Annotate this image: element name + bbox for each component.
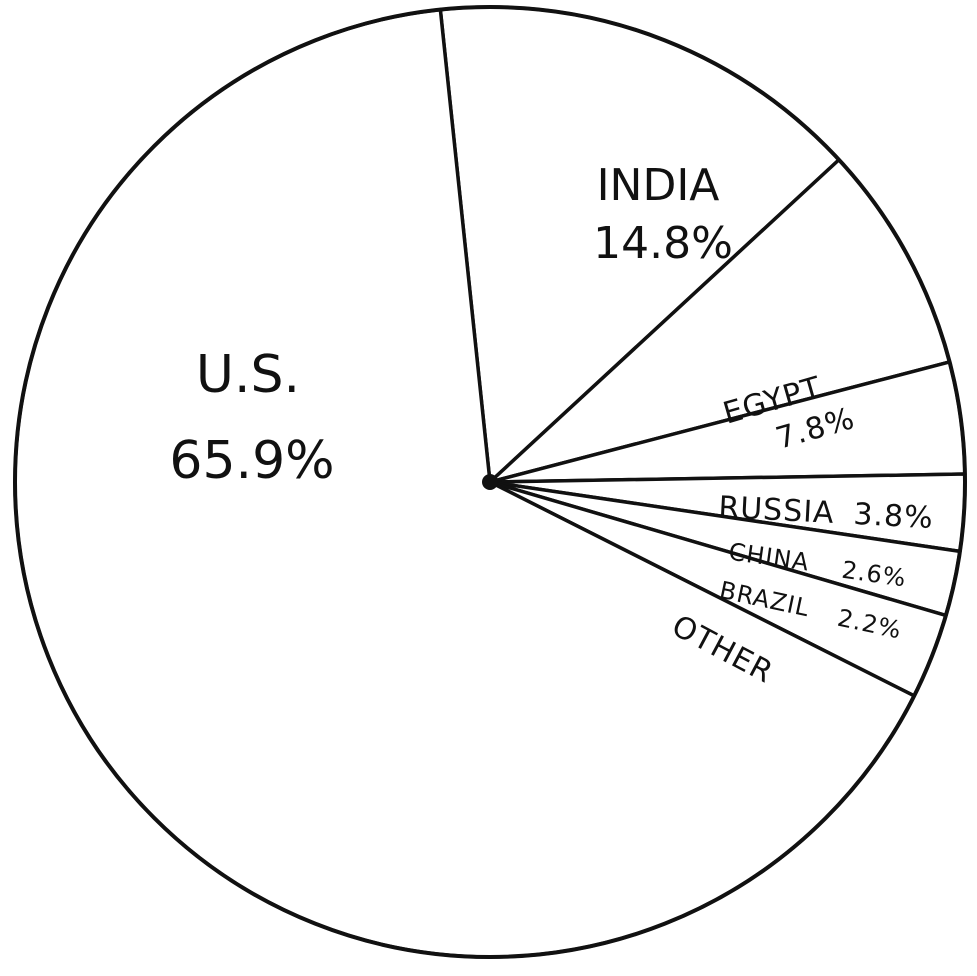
slice-label-india: INDIA: [597, 160, 720, 211]
pie-outline: [13, 5, 967, 959]
slice-value-us: 65.9%: [169, 431, 334, 491]
pie-center-dot: [482, 474, 498, 490]
slice-value-india: 14.8%: [593, 218, 733, 269]
slice-value-russia: 3.8%: [853, 497, 935, 536]
slice-label-russia: RUSSIA: [718, 490, 836, 531]
slice-label-us: U.S.: [196, 345, 300, 405]
